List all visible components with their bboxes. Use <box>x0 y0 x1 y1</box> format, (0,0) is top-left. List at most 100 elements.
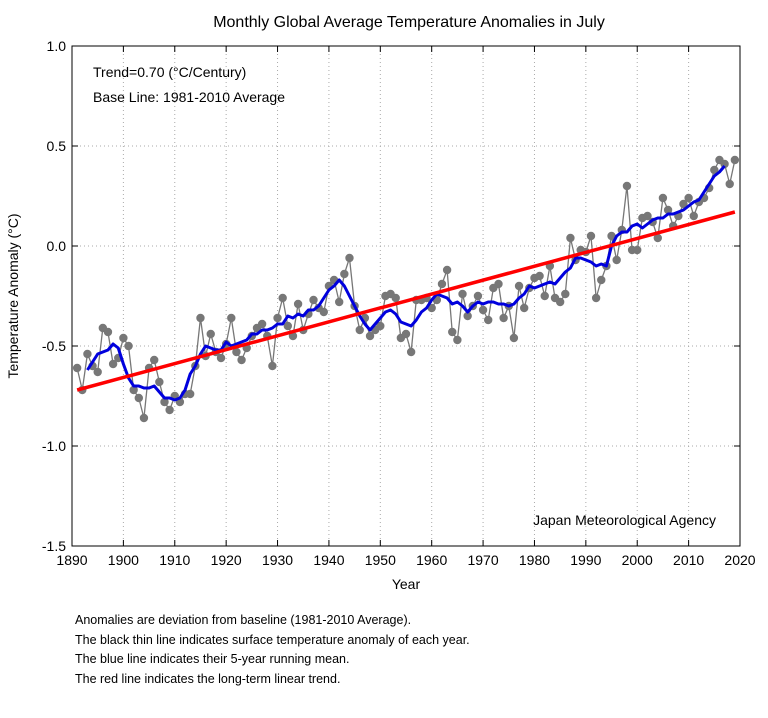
annual-anomaly-point <box>437 279 447 289</box>
annual-anomaly-point <box>689 211 698 221</box>
x-tick-label: 2020 <box>724 552 755 568</box>
x-tick-label: 1990 <box>570 552 601 568</box>
annual-anomaly-point <box>108 359 118 369</box>
annual-anomaly-point <box>406 347 416 357</box>
x-tick-label: 1920 <box>211 552 242 568</box>
temperature-anomaly-chart: Monthly Global Average Temperature Anoma… <box>5 14 756 592</box>
annual-anomaly-line <box>76 159 736 419</box>
note-line: Anomalies are deviation from baseline (1… <box>75 613 412 627</box>
annual-anomaly-point <box>139 413 149 423</box>
chart-title: Monthly Global Average Temperature Anoma… <box>213 14 605 31</box>
annual-anomaly-point <box>155 377 164 387</box>
annual-anomaly-point <box>555 297 565 307</box>
y-axis-label: Temperature Anomaly (°C) <box>5 213 21 378</box>
x-tick-label: 1930 <box>262 552 293 568</box>
note-line: The red line indicates the long-term lin… <box>75 671 341 686</box>
agency-annotation: Japan Meteorological Agency <box>533 512 716 528</box>
annual-anomaly-point <box>586 231 596 241</box>
annual-anomaly-point <box>653 233 662 243</box>
x-tick-label: 2000 <box>622 552 653 568</box>
annual-anomaly-point <box>622 181 632 191</box>
annual-anomaly-point <box>401 329 411 339</box>
annual-anomaly-point <box>391 293 400 303</box>
annual-anomaly-point <box>273 313 282 323</box>
annual-anomaly-point <box>216 353 226 363</box>
annual-anomaly-point <box>679 199 688 209</box>
annual-anomaly-series <box>72 155 740 423</box>
y-tick-label: -0.5 <box>42 338 66 354</box>
plot-frame <box>71 45 741 547</box>
annual-anomaly-point <box>535 271 544 281</box>
annual-anomaly-point <box>519 303 529 313</box>
y-tick-label: 0.0 <box>47 238 67 254</box>
annual-anomaly-point <box>278 293 287 303</box>
annual-anomaly-point <box>478 305 488 315</box>
annual-anomaly-point <box>725 179 734 189</box>
annual-anomaly-point <box>365 331 375 341</box>
x-axis-ticks: 1890 1900 1910 1920 1930 1940 1950 1960 1970 1980… <box>56 46 756 568</box>
annual-anomaly-point <box>237 355 246 365</box>
annual-anomaly-point <box>345 253 354 263</box>
annual-anomaly-point <box>566 233 575 243</box>
x-tick-label: 1890 <box>56 552 87 568</box>
annual-anomaly-point <box>591 293 601 303</box>
baseline-annotation: Base Line: 1981-2010 Average <box>93 89 285 105</box>
annual-anomaly-point <box>160 397 169 407</box>
annual-anomaly-point <box>612 255 621 265</box>
annual-anomaly-point <box>165 405 174 415</box>
annual-anomaly-point <box>448 327 457 337</box>
x-tick-label: 1970 <box>467 552 498 568</box>
annual-anomaly-point <box>730 155 740 165</box>
annual-anomaly-point <box>129 385 138 395</box>
y-axis-ticks: -1.5 -1.0 -0.5 0.0 0.5 1.0 <box>42 38 740 554</box>
trend-annotation: Trend=0.70 (°C/Century) <box>93 64 246 80</box>
annual-anomaly-point <box>196 313 205 323</box>
annual-anomaly-point <box>540 291 549 301</box>
annual-anomaly-point <box>185 389 195 399</box>
x-tick-label: 1960 <box>416 552 447 568</box>
y-tick-label: -1.5 <box>42 538 66 554</box>
annual-anomaly-point <box>293 299 303 309</box>
annual-anomaly-point <box>319 307 328 317</box>
annual-anomaly-point <box>227 313 236 323</box>
annual-anomaly-point <box>633 245 642 255</box>
annual-anomaly-point <box>134 393 143 403</box>
y-tick-label: 1.0 <box>47 38 67 54</box>
annual-anomaly-point <box>376 321 385 331</box>
grid-lines <box>72 46 740 546</box>
annual-anomaly-point <box>720 159 729 169</box>
x-tick-label: 1940 <box>313 552 344 568</box>
annual-anomaly-point <box>150 355 159 365</box>
linear-trend-series <box>76 210 736 392</box>
annual-anomaly-point <box>206 329 215 339</box>
annual-anomaly-point <box>561 289 570 299</box>
trend-line <box>76 210 736 392</box>
annual-anomaly-point <box>335 297 344 307</box>
annual-anomaly-point <box>83 349 92 359</box>
annual-anomaly-point <box>710 165 719 175</box>
annual-anomaly-point <box>597 275 606 285</box>
x-tick-label: 1950 <box>365 552 396 568</box>
annual-anomaly-point <box>473 291 483 301</box>
annual-anomaly-point <box>514 281 524 291</box>
annual-anomaly-point <box>643 211 652 221</box>
annual-anomaly-point <box>340 269 349 279</box>
annual-anomaly-point <box>72 363 82 373</box>
annual-anomaly-point <box>453 335 462 345</box>
x-tick-label: 1910 <box>159 552 190 568</box>
y-tick-label: 0.5 <box>47 138 67 154</box>
x-axis-label: Year <box>392 576 421 592</box>
annual-anomaly-point <box>232 347 241 357</box>
annual-anomaly-point <box>355 325 364 335</box>
note-line: The blue line indicates their 5-year run… <box>75 652 350 667</box>
annual-anomaly-point <box>257 319 267 329</box>
running-mean-series <box>86 165 726 402</box>
chart-notes: Anomalies are deviation from baseline (1… <box>75 611 470 689</box>
y-tick-label: -1.0 <box>42 438 66 454</box>
annual-anomaly-point <box>442 265 452 275</box>
running-mean-line <box>86 165 726 402</box>
annual-anomaly-point <box>124 341 133 351</box>
annual-anomaly-point <box>283 321 293 331</box>
annual-anomaly-point <box>658 193 668 203</box>
annual-anomaly-point <box>484 315 493 325</box>
